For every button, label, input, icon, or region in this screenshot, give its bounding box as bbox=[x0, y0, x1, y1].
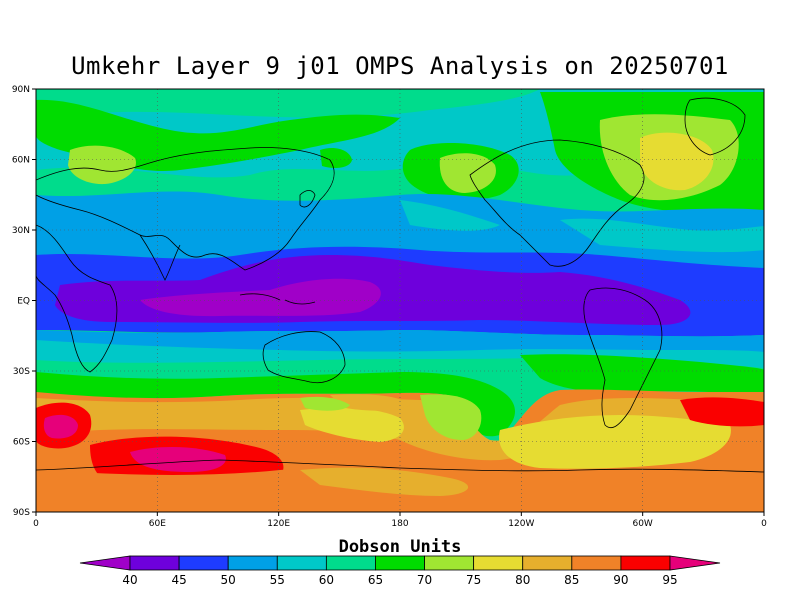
lon-tick-label: 0 bbox=[33, 519, 39, 529]
colorbar-label: 50 bbox=[221, 573, 236, 587]
colorbar-swatch bbox=[227, 555, 278, 571]
lon-tick-label: 60E bbox=[149, 519, 166, 529]
colorbar-label: 80 bbox=[515, 573, 530, 587]
chart-title: Umkehr Layer 9 j01 OMPS Analysis on 2025… bbox=[71, 52, 729, 80]
longitude-axis: 0 60E 120E 180 120W 60W 0 bbox=[33, 512, 767, 529]
colorbar-label: 60 bbox=[319, 573, 334, 587]
colorbar-label: 55 bbox=[270, 573, 285, 587]
colorbar-swatch bbox=[473, 555, 524, 571]
colorbar-label: 45 bbox=[171, 573, 186, 587]
colorbar: 40 45 50 55 60 65 70 75 80 85 90 95 bbox=[79, 555, 721, 587]
latitude-axis: 90N 60N 30N EQ 30S 60S 90S bbox=[12, 85, 36, 518]
lon-tick-label: 120E bbox=[267, 519, 290, 529]
lon-tick-label: 120W bbox=[508, 519, 534, 529]
colorbar-swatch bbox=[522, 555, 573, 571]
colorbar-swatch bbox=[620, 555, 671, 571]
lat-tick-label: 60N bbox=[12, 156, 30, 166]
colorbar-label: 85 bbox=[564, 573, 579, 587]
colorbar-swatch bbox=[325, 555, 376, 571]
colorbar-swatch bbox=[276, 555, 327, 571]
colorbar-units-label: Dobson Units bbox=[338, 537, 462, 557]
colorbar-label: 70 bbox=[417, 573, 432, 587]
lat-tick-label: 60S bbox=[13, 438, 30, 448]
colorbar-label: 40 bbox=[122, 573, 137, 587]
colorbar-swatch bbox=[424, 555, 475, 571]
colorbar-swatch bbox=[571, 555, 622, 571]
colorbar-label: 95 bbox=[662, 573, 677, 587]
colorbar-overflow bbox=[669, 555, 721, 571]
lat-tick-label: 90N bbox=[12, 85, 30, 95]
colorbar-swatch bbox=[375, 555, 425, 571]
lon-tick-label: 0 bbox=[761, 519, 767, 529]
gridlines bbox=[36, 89, 764, 512]
colorbar-label: 75 bbox=[466, 573, 481, 587]
lat-tick-label: EQ bbox=[17, 297, 30, 307]
lon-tick-label: 60W bbox=[632, 519, 652, 529]
lat-tick-label: 30N bbox=[12, 226, 30, 236]
colorbar-swatch bbox=[129, 555, 180, 571]
colorbar-swatch bbox=[178, 555, 229, 571]
lon-tick-label: 180 bbox=[391, 519, 408, 529]
colorbar-label: 90 bbox=[613, 573, 628, 587]
lat-tick-label: 30S bbox=[13, 367, 30, 377]
lat-tick-label: 90S bbox=[13, 508, 30, 518]
coastlines bbox=[36, 97, 764, 473]
colorbar-underflow bbox=[79, 555, 131, 571]
colorbar-label: 65 bbox=[368, 573, 383, 587]
